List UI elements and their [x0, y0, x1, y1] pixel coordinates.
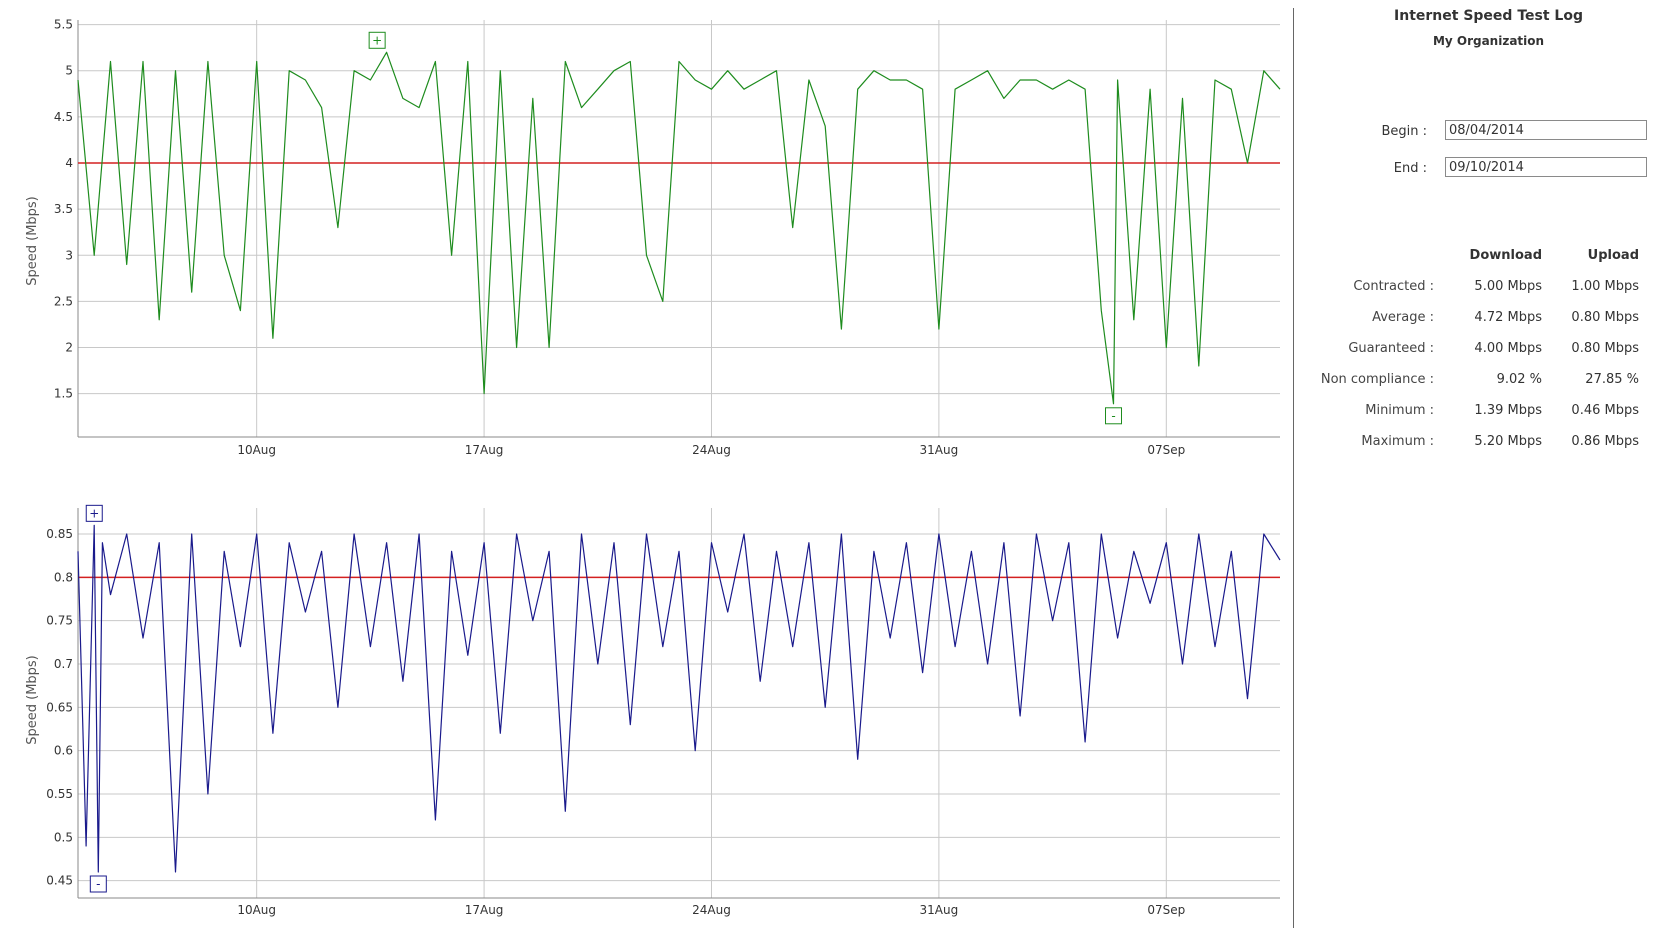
y-tick-label: 0.65 — [46, 700, 73, 714]
stats-row-contracted: Contracted : 5.00 Mbps 1.00 Mbps — [1300, 271, 1639, 302]
max-marker-label: + — [372, 33, 382, 47]
x-tick-label: 31Aug — [920, 903, 959, 917]
x-tick-label: 07Sep — [1147, 903, 1185, 917]
stat-label: Contracted : — [1353, 279, 1434, 294]
stat-label: Minimum : — [1365, 403, 1434, 418]
y-tick-label: 5 — [65, 64, 73, 78]
report-title: Internet Speed Test Log — [1394, 8, 1583, 24]
stat-label: Average : — [1372, 310, 1434, 325]
stats-row-maximum: Maximum : 5.20 Mbps 0.86 Mbps — [1300, 426, 1639, 457]
end-date-row: End : — [1300, 157, 1677, 181]
stats-header-blank — [1300, 240, 1434, 271]
stat-upload: 0.80 Mbps — [1571, 310, 1639, 325]
summary-panel: Internet Speed Test Log My Organization … — [1300, 0, 1677, 935]
max-marker-label: + — [89, 506, 99, 520]
stats-row-guaranteed: Guaranteed : 4.00 Mbps 0.80 Mbps — [1300, 333, 1639, 364]
y-tick-label: 3 — [65, 248, 73, 262]
end-label: End : — [1393, 161, 1427, 176]
stats-row-minimum: Minimum : 1.39 Mbps 0.46 Mbps — [1300, 395, 1639, 426]
y-tick-label: 0.45 — [46, 874, 73, 888]
stats-row-average: Average : 4.72 Mbps 0.80 Mbps — [1300, 302, 1639, 333]
y-tick-label: 3.5 — [54, 202, 73, 216]
stats-header-row: Download Upload — [1300, 240, 1639, 271]
end-date-input[interactable] — [1445, 157, 1647, 177]
y-tick-label: 0.6 — [54, 744, 73, 758]
download-column-header: Download — [1469, 248, 1542, 263]
stat-download: 9.02 % — [1496, 372, 1542, 387]
y-tick-label: 4 — [65, 156, 73, 170]
min-marker-label: - — [1111, 409, 1115, 423]
y-tick-label: 2 — [65, 341, 73, 355]
begin-label: Begin : — [1381, 124, 1427, 139]
x-tick-label: 17Aug — [465, 903, 504, 917]
x-tick-label: 17Aug — [465, 443, 504, 457]
speed-series-line — [77, 51, 1281, 405]
max-marker-box — [368, 31, 386, 49]
y-tick-label: 4.5 — [54, 110, 73, 124]
stat-download: 4.72 Mbps — [1474, 310, 1542, 325]
stat-upload: 0.86 Mbps — [1571, 434, 1639, 449]
x-tick-label: 07Sep — [1147, 443, 1185, 457]
max-marker-box — [85, 504, 103, 522]
speed-charts: 1.5 2 2.5 3 3.5 4 4.5 5 5.5 10Aug 17Aug 24Aug 31Aug 0… — [25, 18, 1281, 917]
y-tick-label: 0.85 — [46, 527, 73, 541]
begin-date-input[interactable] — [1445, 120, 1647, 140]
x-tick-label: 10Aug — [237, 443, 276, 457]
stat-upload: 27.85 % — [1585, 372, 1639, 387]
stats-table: Download Upload Contracted : 5.00 Mbps 1… — [1300, 240, 1639, 457]
stat-upload: 1.00 Mbps — [1571, 279, 1639, 294]
min-marker-box — [1105, 407, 1123, 425]
stat-download: 5.20 Mbps — [1474, 434, 1542, 449]
y-tick-label: 0.75 — [46, 614, 73, 628]
y-axis-label: Speed (Mbps) — [25, 655, 40, 745]
y-axis-label: Speed (Mbps) — [25, 196, 40, 286]
stat-label: Maximum : — [1361, 434, 1434, 449]
y-tick-label: 0.5 — [54, 830, 73, 844]
y-tick-label: 0.55 — [46, 787, 73, 801]
x-tick-label: 24Aug — [692, 903, 731, 917]
upload-column-header: Upload — [1587, 248, 1639, 263]
stat-label: Non compliance : — [1320, 372, 1434, 387]
y-tick-label: 5.5 — [54, 18, 73, 32]
y-tick-label: 0.7 — [54, 657, 73, 671]
y-tick-label: 0.8 — [54, 570, 73, 584]
x-tick-label: 10Aug — [237, 903, 276, 917]
speed-series-line — [77, 524, 1281, 873]
stats-row-non-compliance: Non compliance : 9.02 % 27.85 % — [1300, 364, 1639, 395]
panel-divider — [1293, 8, 1294, 928]
min-marker-label: - — [96, 877, 100, 891]
stat-label: Guaranteed : — [1348, 341, 1434, 356]
y-tick-label: 2.5 — [54, 294, 73, 308]
stat-download: 5.00 Mbps — [1474, 279, 1542, 294]
organization-name: My Organization — [1432, 34, 1545, 48]
x-tick-label: 24Aug — [692, 443, 731, 457]
min-marker-box — [89, 875, 107, 893]
stat-download: 1.39 Mbps — [1474, 403, 1542, 418]
stat-upload: 0.46 Mbps — [1571, 403, 1639, 418]
stat-upload: 0.80 Mbps — [1571, 341, 1639, 356]
x-tick-label: 31Aug — [920, 443, 959, 457]
y-tick-label: 1.5 — [54, 387, 73, 401]
begin-date-row: Begin : — [1300, 120, 1677, 144]
stat-download: 4.00 Mbps — [1474, 341, 1542, 356]
